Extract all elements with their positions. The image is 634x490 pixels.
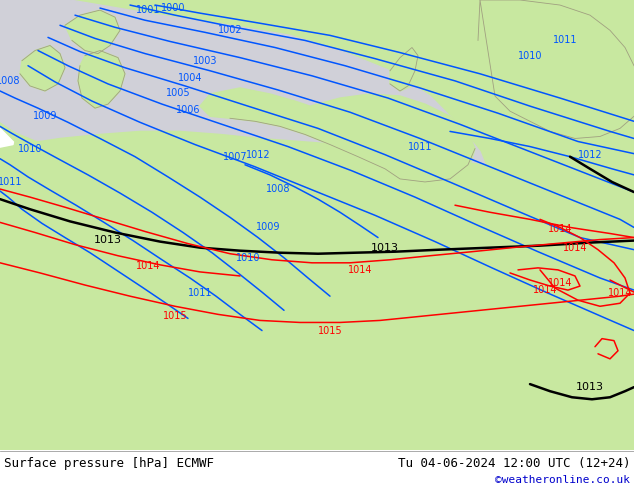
Text: 1011: 1011 <box>188 288 212 298</box>
Polygon shape <box>65 10 120 53</box>
Text: 1014: 1014 <box>563 243 587 253</box>
Text: 1004: 1004 <box>178 73 202 83</box>
Polygon shape <box>245 306 258 316</box>
Text: 1010: 1010 <box>518 50 542 61</box>
Polygon shape <box>200 88 475 182</box>
Text: 1015: 1015 <box>163 311 187 321</box>
Text: 1015: 1015 <box>318 325 342 336</box>
Text: 1009: 1009 <box>33 111 57 121</box>
Text: 1010: 1010 <box>18 144 42 153</box>
Text: 1014: 1014 <box>348 265 372 275</box>
Text: 1014: 1014 <box>533 285 557 295</box>
Text: 1010: 1010 <box>236 253 260 263</box>
Text: 1014: 1014 <box>548 278 573 288</box>
Text: 1013: 1013 <box>576 382 604 392</box>
Text: 1007: 1007 <box>223 152 247 162</box>
Polygon shape <box>95 23 112 33</box>
Text: ©weatheronline.co.uk: ©weatheronline.co.uk <box>495 475 630 485</box>
Text: 1008: 1008 <box>266 184 290 194</box>
Text: 1014: 1014 <box>136 261 160 271</box>
Text: 1001: 1001 <box>136 5 160 15</box>
Text: 1014: 1014 <box>608 288 632 298</box>
Polygon shape <box>430 48 460 76</box>
Text: 1003: 1003 <box>193 56 217 66</box>
Text: 1011: 1011 <box>553 35 577 46</box>
Text: 1002: 1002 <box>217 25 242 35</box>
Text: 1006: 1006 <box>176 105 200 115</box>
Text: 1012: 1012 <box>578 149 602 160</box>
Text: 1005: 1005 <box>165 88 190 98</box>
Text: Surface pressure [hPa] ECMWF: Surface pressure [hPa] ECMWF <box>4 457 214 470</box>
Text: 1000: 1000 <box>161 3 185 13</box>
Polygon shape <box>447 80 463 93</box>
Polygon shape <box>462 59 478 73</box>
Polygon shape <box>20 46 65 91</box>
Polygon shape <box>478 0 634 139</box>
Text: 1011: 1011 <box>0 177 22 187</box>
Polygon shape <box>390 48 418 91</box>
Text: 1011: 1011 <box>408 142 432 151</box>
Polygon shape <box>78 50 125 108</box>
Polygon shape <box>0 131 634 450</box>
Text: 1014: 1014 <box>548 224 573 234</box>
Text: Tu 04-06-2024 12:00 UTC (12+24): Tu 04-06-2024 12:00 UTC (12+24) <box>398 457 630 470</box>
Text: 1013: 1013 <box>371 243 399 253</box>
Text: 1008: 1008 <box>0 76 20 86</box>
Text: 1009: 1009 <box>256 222 280 232</box>
Polygon shape <box>0 0 634 450</box>
Polygon shape <box>0 0 490 238</box>
Text: 1012: 1012 <box>246 149 270 160</box>
Polygon shape <box>300 349 313 359</box>
Text: 1013: 1013 <box>94 235 122 245</box>
